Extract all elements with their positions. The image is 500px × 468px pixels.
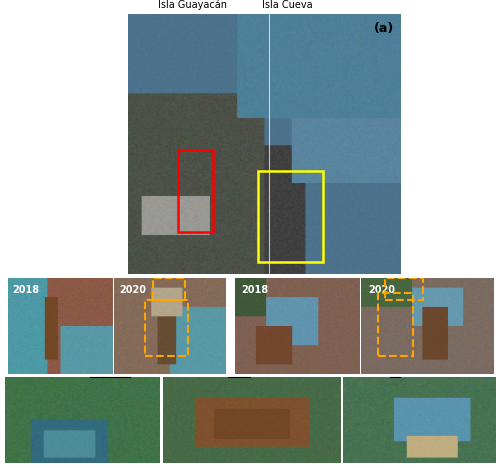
- Bar: [178, 150, 212, 232]
- Text: 2020: 2020: [120, 285, 146, 295]
- Bar: [145, 300, 188, 356]
- Bar: [378, 292, 412, 356]
- Text: 2020: 2020: [368, 285, 395, 295]
- Text: 2018: 2018: [241, 285, 268, 295]
- Text: 2018: 2018: [12, 285, 40, 295]
- Text: Isla Cueva: Isla Cueva: [262, 0, 313, 10]
- Bar: [385, 278, 422, 300]
- Bar: [258, 171, 322, 262]
- Text: Isla Guayacán: Isla Guayacán: [158, 0, 227, 10]
- Text: (a): (a): [374, 22, 394, 35]
- Bar: [152, 278, 185, 300]
